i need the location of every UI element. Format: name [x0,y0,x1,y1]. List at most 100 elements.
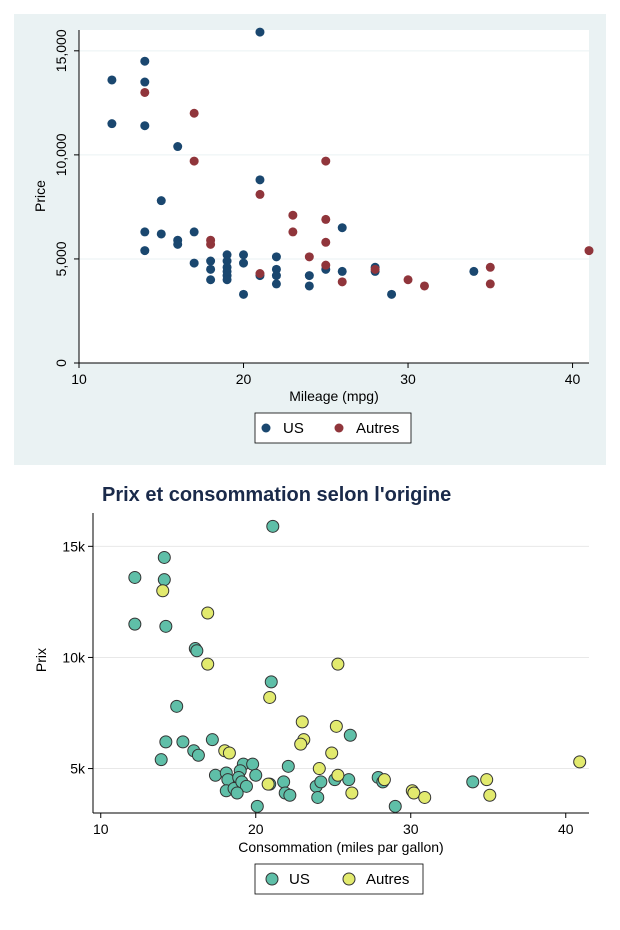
chart2-y-tick-label: 5k [70,761,86,777]
chart2-point-us [283,788,297,802]
chart2-point-autres [483,788,497,802]
chart1-point-us [239,250,249,260]
chart2-point-autres [331,657,345,671]
chart1-y-tick-label: 15,000 [53,29,69,72]
chart2-point-autres [331,768,345,782]
chart2-point-us [342,773,356,787]
chart2-point-us [266,519,280,533]
chart1-point-us [173,239,183,249]
chart2-point-us [249,768,263,782]
chart1-point-us [189,227,199,237]
chart2-point-us [128,570,142,584]
chart1-point-us [239,258,249,268]
chart1-y-tick-label: 5,000 [53,241,69,276]
chart1-x-tick-label: 40 [565,371,581,387]
chart2-point-autres [345,786,359,800]
chart1-point-autres [140,87,150,97]
chart2-point-autres [325,746,339,760]
chart2-y-tick-label: 10k [62,649,86,665]
chart1-point-autres [321,156,331,166]
chart2-x-tick-label: 10 [93,821,109,837]
chart2-point-autres [377,773,391,787]
chart1-point-autres [321,214,331,224]
chart1-ticks: 0 5,000 10,000 15,000 10 20 30 40 [53,29,581,387]
chart1-point-us [222,275,232,285]
chart1-point-autres [255,189,265,199]
chart1-legend-label-us: US [283,420,304,437]
chart1-point-us [156,196,166,206]
chart2-point-us [170,699,184,713]
chart1-point-autres [189,108,199,118]
chart1-point-us [304,281,314,291]
chart1-point-us [173,142,183,152]
chart1-points [107,27,594,299]
chart1-point-autres [337,277,347,287]
chart1-point-us [156,229,166,239]
chart1-point-us [469,266,479,276]
chart2-point-us [314,775,328,789]
chart2-legend-marker-autres [342,872,356,886]
chart1-point-us [255,27,265,37]
chart2-ticks: 5k 10k 15k 10 20 30 40 [62,538,573,837]
chart1-point-autres [321,237,331,247]
chart1-point-us [222,250,232,260]
chart2-point-us [281,759,295,773]
chart2-point-autres [480,773,494,787]
chart2-points [128,519,587,813]
chart2-point-us [191,748,205,762]
chart1-point-autres [321,260,331,270]
chart1-point-us [107,119,117,129]
chart1-point-us [222,256,232,266]
chart1-point-autres [288,227,298,237]
chart2-point-us [230,786,244,800]
chart2-point-us [343,728,357,742]
chart2-x-tick-label: 20 [248,821,264,837]
chart1-point-us [271,279,281,289]
chart1-x-tick-label: 30 [400,371,416,387]
chart1-x-tick-label: 20 [236,371,252,387]
chart2-point-us [466,775,480,789]
chart2-point-us [157,573,171,587]
chart1-point-autres [288,210,298,220]
chart1-y-tick-label: 0 [53,359,69,367]
chart2-point-us [246,757,260,771]
chart1-point-autres [255,269,265,279]
chart1-point-us [271,264,281,274]
chart2-point-autres [418,790,432,804]
chart1-point-autres [584,246,594,256]
chart2-point-autres [263,690,277,704]
chart1-point-us [271,271,281,281]
chart2-point-autres [294,737,308,751]
chart1-legend-marker-autres [334,423,344,433]
chart1-point-autres [304,252,314,262]
chart2-point-autres [201,606,215,620]
chart1-point-autres [485,262,495,272]
chart2-x-axis-title: Consommation (miles par gallon) [238,839,443,855]
chart2-point-us [154,753,168,767]
chart2-legend: US Autres [254,863,424,895]
chart2-point-us [205,733,219,747]
chart2-gridlines [93,545,589,770]
chart1-point-autres [403,275,413,285]
chart1-point-autres [370,264,380,274]
chart1-y-axis-title: Price [32,180,48,212]
chart2-x-tick-label: 40 [558,821,574,837]
chart2-legend-label-us: US [289,871,310,888]
chart2-point-us [239,779,253,793]
chart1-point-us [206,256,216,266]
chart2-point-us [311,790,325,804]
chart1-point-us [337,266,347,276]
chart1-point-us [255,175,265,185]
chart1-point-us [206,264,216,274]
chart1-point-us [271,252,281,262]
chart2-legend-marker-us [265,872,279,886]
chart2-point-us [190,644,204,658]
chart2-point-us [250,799,264,813]
chart2-point-us [208,768,222,782]
chart1-point-us [140,77,150,87]
chart1-point-us [107,75,117,85]
chart1-x-axis-title: Mileage (mpg) [289,388,378,404]
chart2-x-tick-label: 30 [403,821,419,837]
